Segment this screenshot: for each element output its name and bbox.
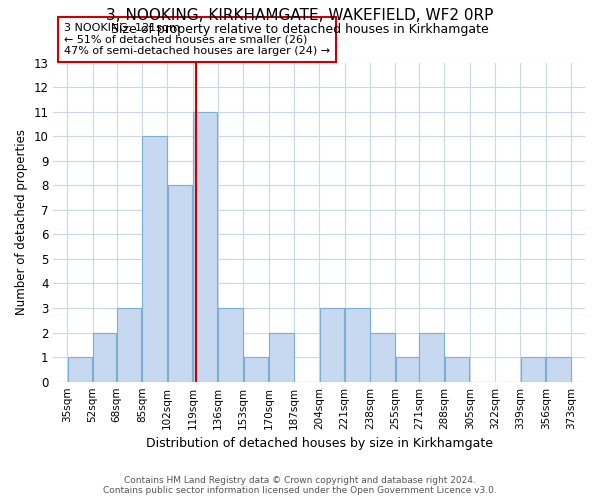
Bar: [419, 332, 444, 382]
Bar: [546, 357, 571, 382]
Bar: [521, 357, 545, 382]
Bar: [142, 136, 167, 382]
Bar: [68, 357, 92, 382]
Bar: [345, 308, 370, 382]
Text: 3 NOOKING: 121sqm
← 51% of detached houses are smaller (26)
47% of semi-detached: 3 NOOKING: 121sqm ← 51% of detached hous…: [64, 23, 330, 56]
Bar: [320, 308, 344, 382]
Bar: [445, 357, 469, 382]
Bar: [93, 332, 116, 382]
Bar: [193, 112, 217, 382]
Text: Size of property relative to detached houses in Kirkhamgate: Size of property relative to detached ho…: [111, 22, 489, 36]
Bar: [269, 332, 293, 382]
Bar: [218, 308, 243, 382]
Bar: [117, 308, 142, 382]
Bar: [244, 357, 268, 382]
Y-axis label: Number of detached properties: Number of detached properties: [15, 129, 28, 315]
Bar: [395, 357, 419, 382]
X-axis label: Distribution of detached houses by size in Kirkhamgate: Distribution of detached houses by size …: [146, 437, 493, 450]
Text: Contains HM Land Registry data © Crown copyright and database right 2024.
Contai: Contains HM Land Registry data © Crown c…: [103, 476, 497, 495]
Text: 3, NOOKING, KIRKHAMGATE, WAKEFIELD, WF2 0RP: 3, NOOKING, KIRKHAMGATE, WAKEFIELD, WF2 …: [106, 8, 494, 22]
Bar: [370, 332, 395, 382]
Bar: [167, 186, 192, 382]
